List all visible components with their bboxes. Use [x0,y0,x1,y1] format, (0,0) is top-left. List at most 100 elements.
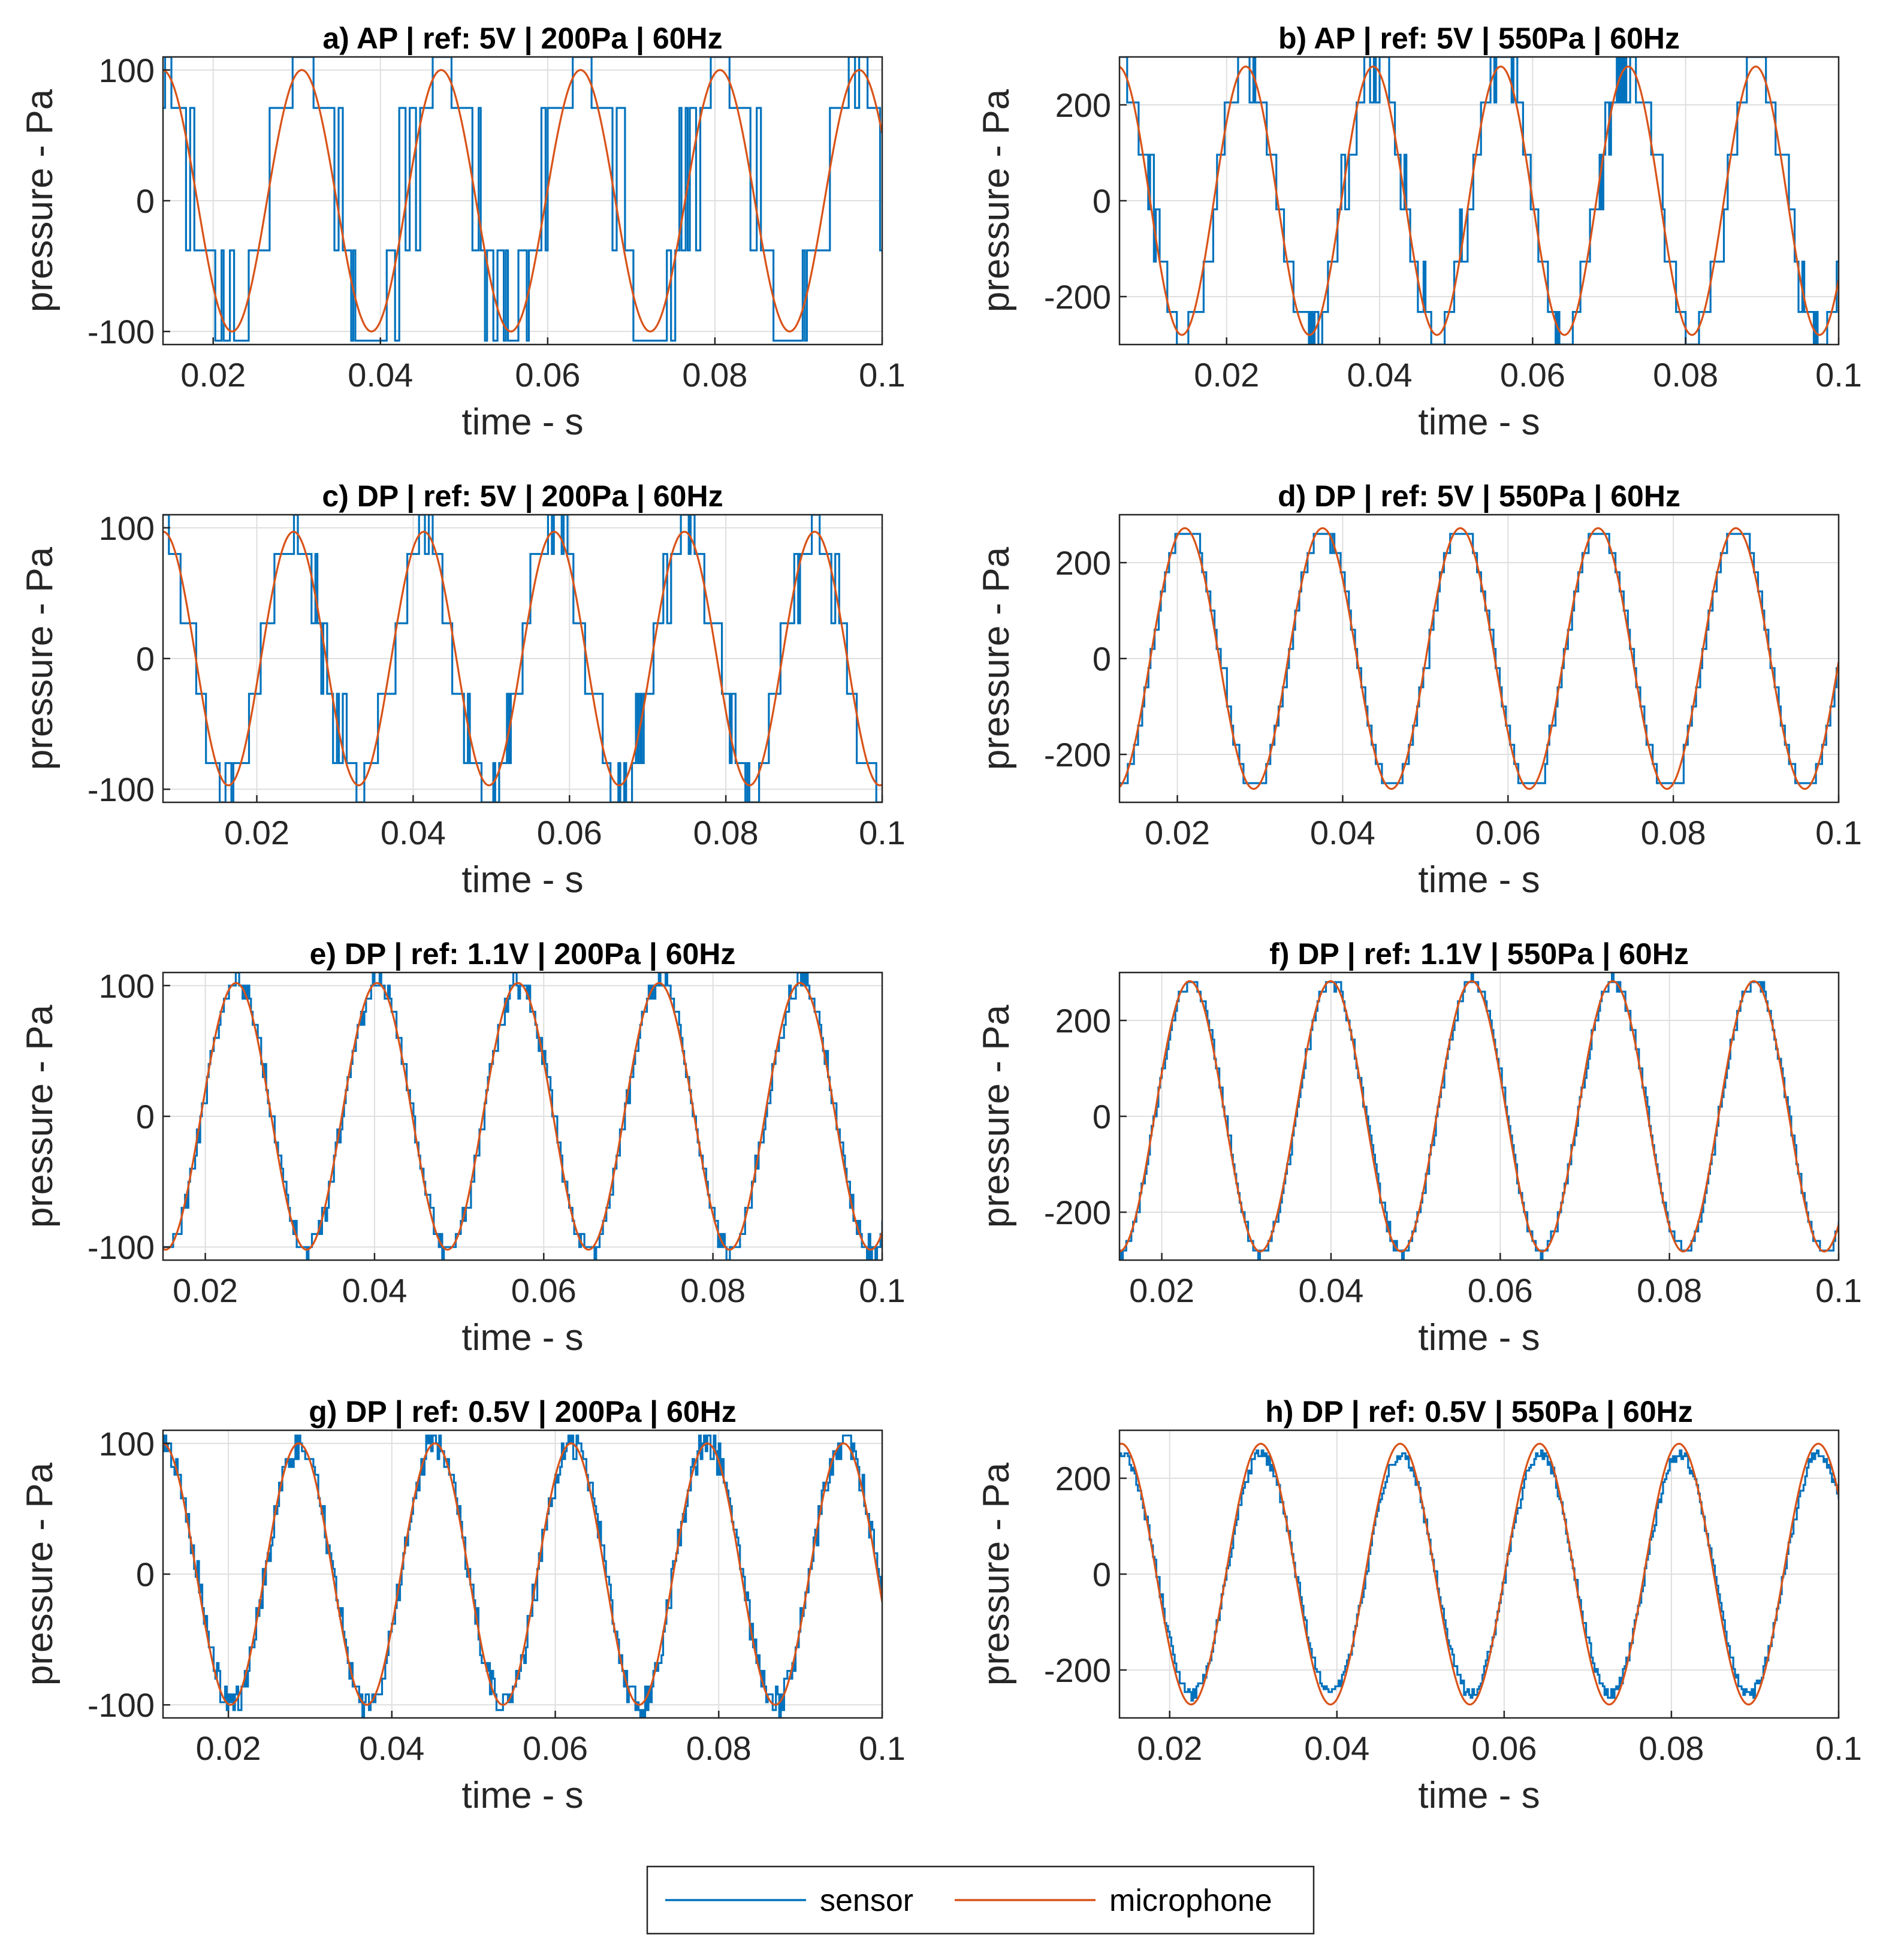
x-tick-label: 0.08 [686,1729,752,1767]
x-tick-label: 0.1 [859,356,906,394]
x-tick-label: 0.08 [1641,814,1706,851]
x-axis-label: time - s [1418,1317,1540,1358]
subplot-f: 0.02 0.04 0.06 0.08 0.1 -200 0 200 f) DP | ref: … [976,937,1862,1358]
x-tick-label: 0.06 [515,356,580,394]
y-axis-label: pressure - Pa [19,1004,61,1228]
x-axis-label: time - s [1418,1775,1540,1816]
y-tick-label: 0 [1093,1098,1111,1135]
x-tick-label: 0.1 [1815,814,1862,851]
x-tick-label: 0.02 [1137,1729,1202,1767]
x-axis-label: time - s [461,401,583,443]
x-tick-label: 0.08 [1653,356,1718,394]
y-axis-label: pressure - Pa [19,546,61,770]
y-tick-label: 200 [1055,544,1111,582]
microphone-series-line [1119,980,1839,1253]
y-tick-label: 0 [1093,1556,1111,1593]
subplot-title: d) DP | ref: 5V | 550Pa | 60Hz [1278,479,1680,514]
y-tick-label: 0 [1093,182,1111,220]
x-tick-label: 0.04 [1310,814,1375,851]
x-tick-label: 0.04 [381,814,446,851]
subplot-g: 0.02 0.04 0.06 0.08 0.1 -100 0 100 g) DP | ref: … [19,1395,906,1816]
x-tick-label: 0.04 [1347,356,1413,394]
y-tick-label: 100 [99,967,155,1005]
y-tick-label: -100 [87,771,155,808]
microphone-series-line [1119,65,1839,336]
y-tick-label: -200 [1044,1194,1111,1231]
x-tick-label: 0.06 [1468,1272,1533,1309]
y-tick-label: 100 [99,509,155,547]
subplot-title: g) DP | ref: 0.5V | 200Pa | 60Hz [309,1395,737,1429]
subplot-b: 0.02 0.04 0.06 0.08 0.1 -200 0 200 b) AP | ref: … [976,22,1862,443]
y-axis-label: pressure - Pa [976,1004,1017,1228]
x-tick-label: 0.02 [196,1729,261,1767]
subplot-title: c) DP | ref: 5V | 200Pa | 60Hz [322,479,723,514]
legend-label-microphone: microphone [1109,1883,1272,1918]
subplot-title: b) AP | ref: 5V | 550Pa | 60Hz [1278,22,1680,56]
x-tick-label: 0.1 [1815,1272,1862,1309]
microphone-series-line [1119,1442,1839,1706]
x-tick-label: 0.06 [1500,356,1565,394]
y-tick-label: 100 [99,1425,155,1463]
x-tick-label: 0.04 [359,1729,424,1767]
y-axis-label: pressure - Pa [19,1462,61,1686]
x-tick-label: 0.1 [1815,1729,1862,1767]
x-tick-label: 0.02 [224,814,289,851]
y-tick-label: 200 [1055,86,1111,124]
x-tick-label: 0.1 [1815,356,1862,394]
microphone-series-line [163,530,882,787]
x-tick-label: 0.06 [537,814,602,851]
microphone-series-line [1119,527,1839,790]
x-tick-label: 0.08 [693,814,759,851]
x-tick-label: 0.08 [1637,1272,1702,1309]
subplot-c: 0.02 0.04 0.06 0.08 0.1 -100 0 100 c) DP | ref: … [19,479,906,901]
x-tick-label: 0.06 [511,1272,577,1309]
x-tick-label: 0.04 [1304,1729,1369,1767]
y-tick-label: -100 [87,313,155,351]
x-axis-label: time - s [461,859,583,901]
x-tick-label: 0.02 [1145,814,1210,851]
legend-label-sensor: sensor [820,1883,913,1918]
y-tick-label: -100 [87,1228,155,1266]
microphone-series-line [163,1442,882,1706]
legend: sensor microphone [646,1865,1315,1935]
y-tick-label: -100 [87,1686,155,1724]
subplot-title: a) AP | ref: 5V | 200Pa | 60Hz [322,22,722,56]
sensor-series-line [1119,533,1839,784]
y-tick-label: 200 [1055,1460,1111,1497]
x-tick-label: 0.04 [348,356,413,394]
subplot-title: e) DP | ref: 1.1V | 200Pa | 60Hz [310,937,736,971]
x-tick-label: 0.02 [1129,1272,1194,1309]
y-tick-label: 0 [136,640,155,678]
sensor-series-line [163,973,882,1260]
x-tick-label: 0.04 [1298,1272,1363,1309]
subplot-e: 0.02 0.04 0.06 0.08 0.1 -100 0 100 e) DP | ref: … [19,937,906,1358]
x-axis-label: time - s [461,1775,583,1816]
y-tick-label: 200 [1055,1002,1111,1040]
x-tick-label: 0.06 [523,1729,588,1767]
x-axis-label: time - s [1418,859,1540,901]
subplot-title: f) DP | ref: 1.1V | 550Pa | 60Hz [1269,937,1689,971]
x-tick-label: 0.02 [173,1272,238,1309]
sensor-series-line [163,1434,882,1718]
y-tick-label: 0 [1093,640,1111,678]
y-axis-label: pressure - Pa [976,546,1017,770]
y-axis-label: pressure - Pa [976,1462,1017,1686]
x-tick-label: 0.08 [1638,1729,1704,1767]
x-tick-label: 0.02 [180,356,246,394]
y-axis-label: pressure - Pa [976,89,1017,312]
x-tick-label: 0.08 [680,1272,746,1309]
x-tick-label: 0.04 [342,1272,407,1309]
subplot-d: 0.02 0.04 0.06 0.08 0.1 -200 0 200 d) DP | ref: … [976,479,1862,901]
y-axis-label: pressure - Pa [19,89,61,312]
y-tick-label: 0 [136,1556,155,1593]
x-tick-label: 0.02 [1194,356,1259,394]
y-tick-label: -200 [1044,1651,1111,1689]
x-tick-label: 0.06 [1471,1729,1537,1767]
y-tick-label: 100 [99,52,155,89]
x-tick-label: 0.1 [859,1272,906,1309]
y-tick-label: 0 [136,1098,155,1135]
x-tick-label: 0.1 [859,1729,906,1767]
subplot-a: 0.02 0.04 0.06 0.08 0.1 -100 0 100 a) AP | ref: … [19,22,906,443]
microphone-series-line [163,69,882,333]
